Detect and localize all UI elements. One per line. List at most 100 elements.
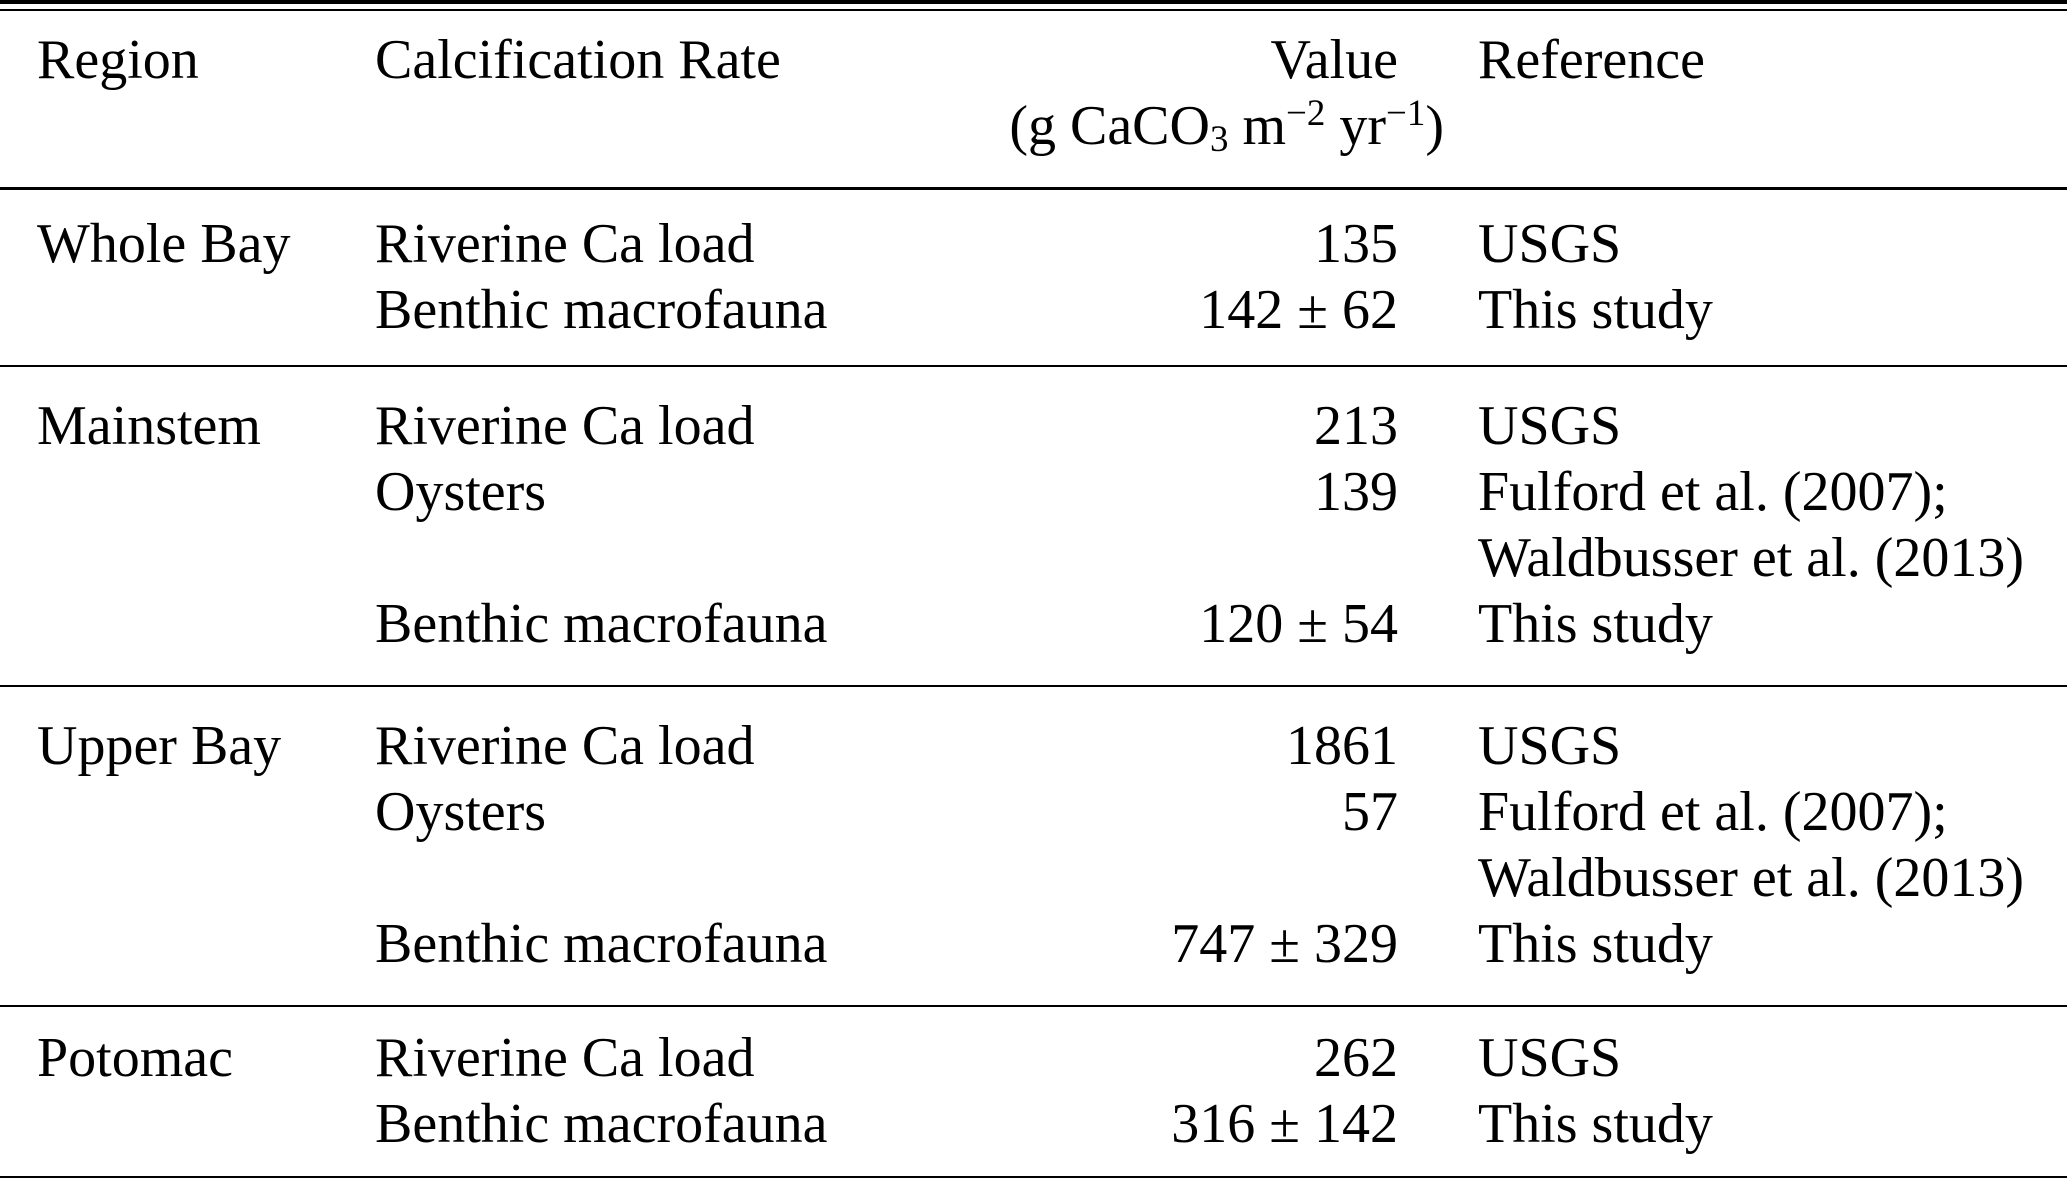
region-cell: Potomac [37,1027,233,1089]
unit-mid2: yr [1325,95,1387,157]
table-row: Potomac Riverine Ca load 262 USGS [0,1025,2067,1091]
rate-cell: Riverine Ca load [375,395,755,457]
top-rule-thin [0,9,2067,11]
table-row: Whole Bay Riverine Ca load 135 USGS [0,211,2067,277]
rate-cell: Benthic macrofauna [375,1093,828,1155]
reference-cell: USGS [1478,715,1622,777]
rate-cell: Oysters [375,781,547,843]
group-whole-bay: Whole Bay Riverine Ca load 135 USGS Bent… [0,190,2067,365]
group-separator-rule [0,365,2067,367]
reference-cell: Fulford et al. (2007); [1478,781,1948,843]
region-cell: Whole Bay [37,213,291,275]
reference-cell: USGS [1478,395,1622,457]
gap-cell [1398,713,1478,779]
rate-cell [375,525,1105,591]
rate-cell: Riverine Ca load [375,1027,755,1089]
value-cell: 1861 [1286,715,1398,777]
unit-superscript-2: −1 [1386,91,1426,133]
table-row: Oysters 57 Fulford et al. (2007); [0,779,2067,845]
reference-cell: This study [1478,1093,1713,1155]
reference-cell: Fulford et al. (2007); [1478,461,1948,523]
region-cell: Mainstem [37,395,261,457]
rate-cell: Oysters [375,461,547,523]
gap-cell [1398,779,1478,845]
region-cell [37,779,375,845]
region-cell [37,1091,375,1157]
header-separator-rule [0,187,2067,190]
top-rule-gap [0,4,2067,9]
gap-cell [1398,591,1478,657]
header-gap [1398,27,1478,93]
value-cell [1105,845,1398,911]
table-row: Benthic macrofauna 142 ± 62 This study [0,277,2067,343]
value-cell: 142 ± 62 [1199,279,1398,341]
region-cell [37,845,375,911]
gap-cell [1398,393,1478,459]
table-row: Oysters 139 Fulford et al. (2007); [0,459,2067,525]
region-cell [37,459,375,525]
table-row: Benthic macrofauna 747 ± 329 This study [0,911,2067,977]
group-separator-rule [0,1005,2067,1007]
col-header-region: Region [37,29,199,91]
gap-cell [1398,277,1478,343]
gap-cell [1398,1025,1478,1091]
header-row: Region Calcification Rate Value Referenc… [0,27,2067,93]
bottom-rule-thin [0,1176,2067,1178]
gap-cell [1398,911,1478,977]
value-cell: 57 [1342,781,1398,843]
group-mainstem: Mainstem Riverine Ca load 213 USGS Oyste… [0,367,2067,685]
gap-cell [1398,1091,1478,1157]
table-row: Benthic macrofauna 120 ± 54 This study [0,591,2067,657]
region-cell [37,911,375,977]
rate-cell: Benthic macrofauna [375,913,828,975]
group-separator-rule [0,685,2067,687]
unit-open: (g CaCO [1009,95,1210,157]
rate-cell: Benthic macrofauna [375,279,828,341]
rate-cell: Riverine Ca load [375,213,755,275]
value-cell: 262 [1314,1027,1398,1089]
region-cell [37,591,375,657]
col-header-reference: Reference [1478,29,1705,91]
value-cell: 139 [1314,461,1398,523]
reference-cell: USGS [1478,1027,1622,1089]
value-cell: 135 [1314,213,1398,275]
region-cell: Upper Bay [37,715,282,777]
gap-cell [1398,459,1478,525]
table-row: Benthic macrofauna 316 ± 142 This study [0,1091,2067,1157]
unit-mid1: m [1228,95,1287,157]
gap-cell [1398,525,1478,591]
reference-cell: Waldbusser et al. (2013) [1478,847,2024,909]
rate-cell [375,845,1105,911]
gap-cell [1398,845,1478,911]
unit-superscript-1: −2 [1286,91,1326,133]
col-header-rate: Calcification Rate [375,29,781,91]
value-cell: 120 ± 54 [1199,593,1398,655]
unit-close: ) [1425,95,1444,157]
value-cell: 747 ± 329 [1171,913,1398,975]
gap-cell [1398,211,1478,277]
rate-cell: Riverine Ca load [375,715,755,777]
reference-cell: This study [1478,593,1713,655]
region-cell [37,277,375,343]
table-header: Region Calcification Rate Value Referenc… [0,11,2067,187]
region-cell [37,525,375,591]
reference-cell: Waldbusser et al. (2013) [1478,527,2024,589]
table-row-continuation: Waldbusser et al. (2013) [0,845,2067,911]
reference-cell: USGS [1478,213,1622,275]
group-potomac: Potomac Riverine Ca load 262 USGS Benthi… [0,1007,2067,1176]
value-cell: 316 ± 142 [1171,1093,1398,1155]
reference-cell: This study [1478,279,1713,341]
col-header-value: Value [1270,29,1398,91]
rate-cell: Benthic macrofauna [375,593,828,655]
table-row-continuation: Waldbusser et al. (2013) [0,525,2067,591]
value-cell [1105,525,1398,591]
table-row: Mainstem Riverine Ca load 213 USGS [0,393,2067,459]
value-cell: 213 [1314,395,1398,457]
top-rule-thick [0,0,2067,4]
value-unit-label: (g CaCO3 m−2 yr−1) [0,91,1444,165]
table-row: Upper Bay Riverine Ca load 1861 USGS [0,713,2067,779]
reference-cell: This study [1478,913,1713,975]
unit-subscript: 3 [1209,117,1229,159]
group-upper-bay: Upper Bay Riverine Ca load 1861 USGS Oys… [0,687,2067,1005]
